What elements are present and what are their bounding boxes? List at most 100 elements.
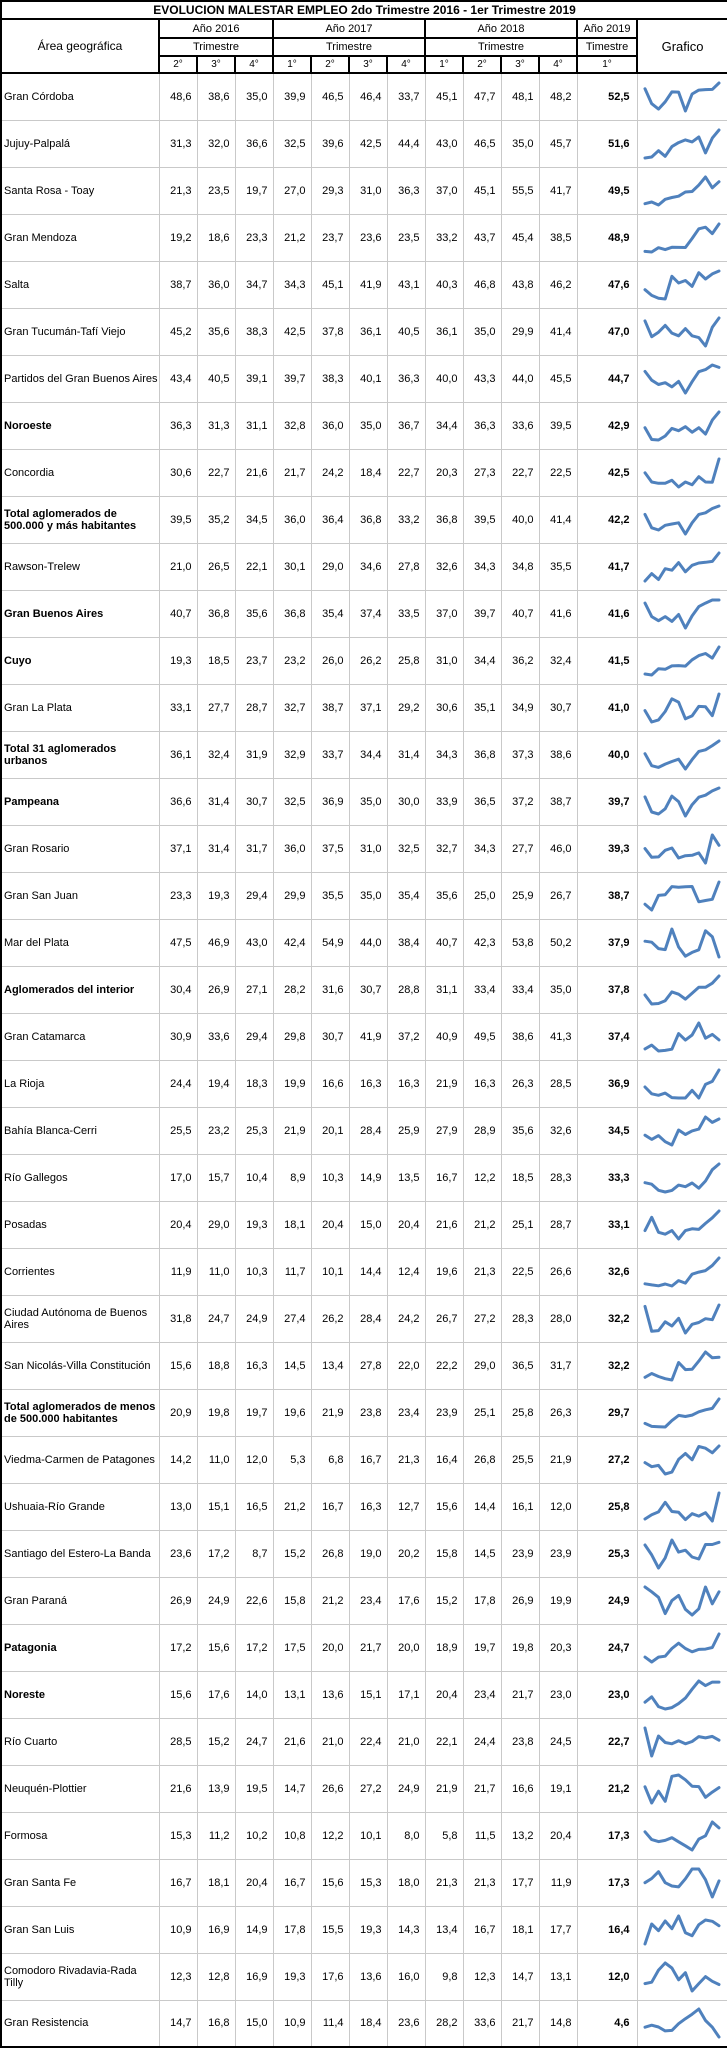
area-name-cell: Gran Paraná: [0, 1576, 160, 1625]
value-cell: 13,1: [538, 1952, 578, 2001]
area-name-cell: Salta: [0, 260, 160, 309]
value-cell: 21,0: [386, 1717, 426, 1766]
value-cell: 34,4: [462, 636, 502, 685]
value-cell: 26,9: [158, 1576, 198, 1625]
row-sparkline-chart: [643, 880, 721, 911]
area-name-cell: Gran Catamarca: [0, 1012, 160, 1061]
value-cell: 14,2: [158, 1435, 198, 1484]
row-sparkline-chart: [643, 739, 721, 770]
value-cell: 23,3: [234, 213, 274, 262]
value-cell: 32,5: [386, 824, 426, 873]
value-cell: 38,3: [310, 354, 350, 403]
value-cell: 36,8: [348, 495, 388, 544]
value-cell: 46,4: [348, 72, 388, 121]
area-name-cell: Total aglomerados de 500.000 y más habit…: [0, 495, 160, 544]
value-cell: 45,2: [158, 307, 198, 356]
value-cell: 16,7: [310, 1482, 350, 1531]
value-cell-2019: 39,3: [576, 824, 638, 873]
value-cell: 10,1: [310, 1247, 350, 1296]
row-sparkline-chart: [643, 1585, 721, 1616]
table-header: EVOLUCION MALESTAR EMPLEO 2do Trimestre …: [0, 0, 727, 74]
value-cell: 41,4: [538, 495, 578, 544]
row-sparkline-chart: [643, 645, 721, 676]
trimestre-header: Trimestre: [158, 37, 274, 57]
sparkline-cell: [636, 1388, 727, 1437]
value-cell: 43,7: [462, 213, 502, 262]
value-cell: 43,0: [234, 918, 274, 967]
sparkline-line: [643, 1867, 721, 1898]
value-cell: 22,1: [424, 1717, 464, 1766]
table-row: Gran Buenos Aires 40,7 36,8 35,6 36,8 35,4 37,…: [0, 589, 727, 638]
value-cell: 26,6: [310, 1764, 350, 1813]
value-cell: 42,5: [272, 307, 312, 356]
value-cell: 15,0: [348, 1200, 388, 1249]
value-cell: 22,6: [234, 1576, 274, 1625]
value-cell: 13,4: [310, 1341, 350, 1390]
value-cell: 33,2: [424, 213, 464, 262]
value-cell-2019: 47,0: [576, 307, 638, 356]
value-cell: 40,5: [386, 307, 426, 356]
value-cell: 21,7: [272, 448, 312, 497]
area-name-cell: Corrientes: [0, 1247, 160, 1296]
value-cell: 20,9: [158, 1388, 198, 1437]
value-cell: 21,2: [272, 213, 312, 262]
value-cell-2019: 41,7: [576, 542, 638, 591]
value-cell: 14,9: [234, 1905, 274, 1954]
value-cell: 28,2: [272, 965, 312, 1014]
value-cell: 11,9: [158, 1247, 198, 1296]
area-name-cell: Gran Resistencia: [0, 1999, 160, 2048]
value-cell: 21,3: [424, 1858, 464, 1907]
row-sparkline-chart: [643, 1773, 721, 1804]
value-cell: 32,7: [272, 683, 312, 732]
value-cell: 27,8: [386, 542, 426, 591]
value-cell: 27,1: [234, 965, 274, 1014]
value-cell: 12,4: [386, 1247, 426, 1296]
value-cell: 17,1: [386, 1670, 426, 1719]
value-cell: 55,5: [500, 166, 540, 215]
value-cell: 46,2: [538, 260, 578, 309]
value-cell: 42,4: [272, 918, 312, 967]
value-cell: 43,8: [500, 260, 540, 309]
value-cell-2019: 39,7: [576, 777, 638, 826]
value-cell: 18,3: [234, 1059, 274, 1108]
row-sparkline-chart: [643, 1256, 721, 1287]
value-cell: 39,1: [234, 354, 274, 403]
value-cell: 28,7: [538, 1200, 578, 1249]
value-cell: 33,4: [500, 965, 540, 1014]
value-cell: 34,5: [234, 495, 274, 544]
table-row: Mar del Plata 47,5 46,9 43,0 42,4 54,9 44,0 38,…: [0, 918, 727, 967]
value-cell: 38,6: [538, 730, 578, 779]
value-cell: 22,7: [500, 448, 540, 497]
value-cell: 30,7: [234, 777, 274, 826]
value-cell: 36,8: [196, 589, 236, 638]
value-cell: 11,7: [272, 1247, 312, 1296]
value-cell-2019: 23,0: [576, 1670, 638, 1719]
value-cell: 29,0: [462, 1341, 502, 1390]
row-sparkline-chart: [643, 175, 721, 206]
value-cell: 17,8: [272, 1905, 312, 1954]
value-cell: 36,0: [196, 260, 236, 309]
value-cell: 16,0: [386, 1952, 426, 2001]
value-cell: 16,1: [500, 1482, 540, 1531]
value-cell-2019: 37,9: [576, 918, 638, 967]
row-sparkline-chart: [643, 316, 721, 347]
area-name-cell: Ciudad Autónoma de Buenos Aires: [0, 1294, 160, 1343]
value-cell-2019: 21,2: [576, 1764, 638, 1813]
value-cell: 39,5: [462, 495, 502, 544]
sparkline-line: [643, 1115, 721, 1146]
value-cell: 23,3: [158, 871, 198, 920]
value-cell: 27,2: [462, 1294, 502, 1343]
sparkline-cell: [636, 1247, 727, 1296]
sparkline-line: [643, 1585, 721, 1616]
table-row: Jujuy-Palpalá 31,3 32,0 36,6 32,5 39,6 42,5 44,…: [0, 119, 727, 168]
value-cell: 13,5: [386, 1153, 426, 1202]
value-cell: 28,4: [348, 1106, 388, 1155]
value-cell: 35,1: [462, 683, 502, 732]
value-cell: 25,1: [500, 1200, 540, 1249]
area-name-cell: Neuquén-Plottier: [0, 1764, 160, 1813]
column-header-area-geografica: Área geográfica: [0, 18, 160, 74]
value-cell: 9,8: [424, 1952, 464, 2001]
value-cell: 21,3: [462, 1858, 502, 1907]
value-cell-2019: 33,3: [576, 1153, 638, 1202]
value-cell: 45,5: [538, 354, 578, 403]
